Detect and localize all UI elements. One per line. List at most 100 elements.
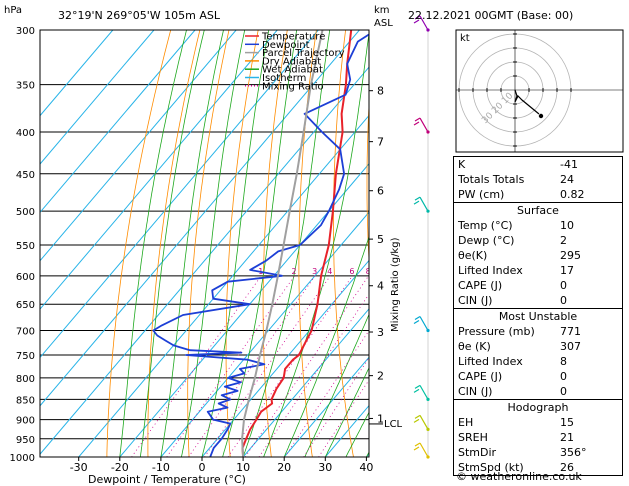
wind-barb-staff bbox=[413, 442, 429, 458]
km-unit-label: km bbox=[374, 5, 390, 16]
legend-entry: Dry Adiabat bbox=[262, 56, 321, 67]
legend-entry: Isotherm bbox=[262, 73, 306, 84]
index-name: θe (K) bbox=[458, 340, 491, 353]
index-row: Pressure (mb) 771 bbox=[454, 324, 622, 339]
index-name: K bbox=[458, 158, 466, 171]
index-value: 26 bbox=[560, 461, 574, 474]
isotherm-line bbox=[40, 30, 196, 214]
isotherm-line bbox=[40, 30, 319, 359]
isotherm-line bbox=[40, 30, 114, 117]
index-row: K -41 bbox=[454, 157, 622, 172]
index-value: 0 bbox=[560, 370, 567, 383]
isotherm-line bbox=[40, 30, 155, 165]
wet-adiabat-line bbox=[181, 30, 246, 457]
index-name: StmSpd (kt) bbox=[458, 461, 524, 474]
index-row: Lifted Index 17 bbox=[454, 263, 622, 278]
km-tick-label: 3 bbox=[377, 326, 384, 339]
hodograph-trace bbox=[514, 89, 540, 115]
surface-title: Surface bbox=[517, 204, 559, 217]
dry-adiabat-line bbox=[366, 98, 369, 267]
legend-entry: Parcel Trajectory bbox=[262, 48, 345, 59]
wet-adiabat-line bbox=[222, 30, 298, 457]
wet-adiabat-line bbox=[283, 235, 369, 457]
index-name: SREH bbox=[458, 431, 488, 444]
mixing-ratio-tick-label: 2 bbox=[292, 267, 297, 276]
index-name: Pressure (mb) bbox=[458, 325, 535, 338]
pressure-tick-label: 300 bbox=[16, 26, 35, 37]
index-row: CAPE (J) 0 bbox=[454, 369, 622, 384]
mixing-ratio-line bbox=[318, 379, 369, 457]
wet-adiabat-line bbox=[304, 313, 369, 457]
temperature-line bbox=[241, 30, 353, 457]
wet-adiabat-line bbox=[119, 30, 187, 457]
index-row: Dewp (°C) 2 bbox=[454, 233, 622, 248]
isotherm-line bbox=[201, 259, 369, 457]
pressure-tick-label: 600 bbox=[16, 272, 35, 283]
location-title: 32°19'N 269°05'W 105m ASL bbox=[58, 9, 221, 22]
surface-section: Surface Temp (°C) 10 Dewp (°C) 2 θe(K) 295 Lif… bbox=[454, 202, 622, 308]
mixing-ratio-axis-label: Mixing Ratio (g/kg) bbox=[390, 237, 401, 332]
wind-barb-staff bbox=[413, 196, 429, 212]
legend-entry: Mixing Ratio bbox=[262, 81, 324, 92]
index-row: CIN (J) 0 bbox=[454, 293, 622, 308]
parcel-trajectory-line bbox=[241, 30, 324, 457]
mixing-ratio-tick-label: 25 bbox=[435, 267, 445, 276]
hodograph-box bbox=[455, 29, 624, 153]
dewpoint-line bbox=[152, 33, 369, 457]
wet-adiabat-line bbox=[139, 30, 205, 457]
index-value: 356° bbox=[560, 446, 587, 459]
pressure-tick-label: 400 bbox=[16, 128, 35, 139]
pressure-tick-label: 650 bbox=[16, 300, 35, 311]
index-row: Totals Totals 24 bbox=[454, 172, 622, 187]
hodograph-storm-motion-dot bbox=[538, 113, 544, 119]
index-value: 17 bbox=[560, 264, 574, 277]
index-value: 10 bbox=[560, 219, 574, 232]
km-tick-label: 6 bbox=[377, 185, 384, 198]
credit-text: © weatheronline.co.uk bbox=[456, 470, 582, 483]
mixing-ratio-tick-label: 4 bbox=[327, 267, 332, 276]
pressure-tick-label: 850 bbox=[16, 395, 35, 406]
temp-tick-label: 30 bbox=[318, 461, 332, 474]
wind-barb-staff bbox=[413, 315, 429, 331]
mixing-ratio-tick-label: 10 bbox=[379, 267, 389, 276]
index-value: 771 bbox=[560, 325, 581, 338]
wind-barb-staff bbox=[413, 117, 429, 133]
index-value: 295 bbox=[560, 249, 581, 262]
index-value: 21 bbox=[560, 431, 574, 444]
most-unstable-section: Most Unstable Pressure (mb) 771 θe (K) 307 L… bbox=[454, 308, 622, 399]
mixing-ratio-tick-label: 15 bbox=[403, 267, 413, 276]
index-row: StmDir 356° bbox=[454, 445, 622, 460]
index-value: 8 bbox=[560, 355, 567, 368]
isotherm-line bbox=[40, 66, 369, 455]
wind-barb-staff bbox=[413, 414, 429, 430]
wet-adiabat-line bbox=[201, 30, 270, 457]
temp-tick-label: -20 bbox=[111, 461, 129, 474]
pressure-tick-label: 800 bbox=[16, 374, 35, 385]
wet-adiabat-line bbox=[263, 30, 369, 457]
temp-tick-label: 0 bbox=[199, 461, 206, 474]
index-name: CAPE (J) bbox=[458, 279, 503, 292]
index-value: 0 bbox=[560, 279, 567, 292]
mixing-ratio-line bbox=[166, 275, 295, 457]
index-value: 0 bbox=[560, 294, 567, 307]
km-tick-label: 7 bbox=[377, 136, 384, 149]
dry-adiabat-line bbox=[262, 30, 288, 457]
wind-barb bbox=[413, 442, 430, 459]
index-row: SREH 21 bbox=[454, 430, 622, 445]
index-name: EH bbox=[458, 416, 474, 429]
dry-adiabat-line bbox=[147, 30, 201, 457]
isotherm-line bbox=[40, 30, 278, 310]
isotherm-line bbox=[40, 30, 360, 407]
isotherm-line bbox=[78, 114, 369, 457]
index-value: -41 bbox=[560, 158, 578, 171]
pressure-tick-label: 750 bbox=[16, 351, 35, 362]
index-value: 0.82 bbox=[560, 188, 585, 201]
wind-barb bbox=[413, 117, 430, 134]
index-name: θe(K) bbox=[458, 249, 488, 262]
temp-tick-label: 10 bbox=[236, 461, 250, 474]
wind-barb bbox=[413, 384, 430, 401]
wet-adiabat-line bbox=[242, 30, 331, 457]
km-tick-label: 1 bbox=[377, 412, 384, 425]
index-value: 24 bbox=[560, 173, 574, 186]
isotherm-line bbox=[40, 30, 237, 262]
